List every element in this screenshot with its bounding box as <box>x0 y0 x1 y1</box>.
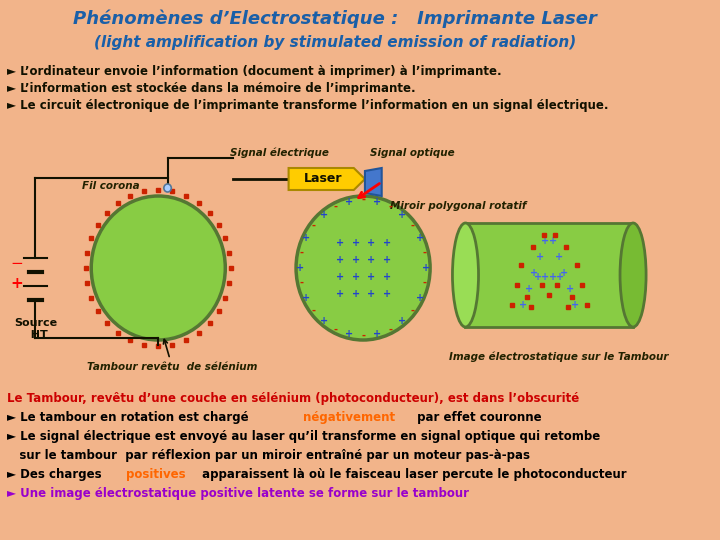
Text: +: + <box>557 272 564 282</box>
Text: +: + <box>367 272 376 282</box>
Text: +: + <box>423 263 431 273</box>
Text: ► Le tambour en rotation est chargé: ► Le tambour en rotation est chargé <box>7 411 253 424</box>
Text: -: - <box>423 248 427 258</box>
Text: +: + <box>566 284 574 294</box>
Text: Image électrostatique sur le Tambour: Image électrostatique sur le Tambour <box>449 352 668 362</box>
Text: -: - <box>410 306 415 315</box>
Text: +: + <box>383 238 392 248</box>
Text: +: + <box>416 233 424 244</box>
Text: ► L’ordinateur envoie l’information (document à imprimer) à l’imprimante.: ► L’ordinateur envoie l’information (doc… <box>7 65 502 78</box>
Text: +: + <box>345 329 353 339</box>
Text: +: + <box>383 289 392 299</box>
Circle shape <box>296 196 430 340</box>
Text: Tambour revêtu  de sélénium: Tambour revêtu de sélénium <box>87 340 258 372</box>
Text: +: + <box>549 272 557 282</box>
Text: +: + <box>549 236 557 246</box>
Text: +: + <box>367 289 376 299</box>
Text: +: + <box>525 284 533 294</box>
Text: -: - <box>312 221 315 231</box>
Ellipse shape <box>452 223 479 327</box>
Text: ► Une image électrostatique positive latente se forme sur le tambour: ► Une image électrostatique positive lat… <box>7 487 469 500</box>
Text: +: + <box>10 275 23 291</box>
Text: +: + <box>345 197 353 207</box>
Polygon shape <box>365 168 382 196</box>
Text: sur le tambour  par réflexion par un miroir entraîné par un moteur pas-à-pas: sur le tambour par réflexion par un miro… <box>7 449 531 462</box>
Text: Fil corona: Fil corona <box>82 181 140 191</box>
Text: -: - <box>361 195 365 205</box>
Text: +: + <box>351 255 360 265</box>
Text: +: + <box>351 238 360 248</box>
Text: +: + <box>554 252 562 262</box>
Text: +: + <box>336 255 344 265</box>
Text: -: - <box>423 278 427 288</box>
Text: +: + <box>351 272 360 282</box>
Text: +: + <box>320 210 328 220</box>
Ellipse shape <box>620 223 646 327</box>
Text: +: + <box>302 293 310 302</box>
Text: +: + <box>398 210 407 220</box>
Text: -: - <box>361 331 365 341</box>
Text: ► Des charges: ► Des charges <box>7 468 106 481</box>
Text: ► L’information est stockée dans la mémoire de l’imprimante.: ► L’information est stockée dans la mémo… <box>7 82 416 95</box>
Text: +: + <box>351 289 360 299</box>
Text: +: + <box>320 316 328 326</box>
Text: par effet couronne: par effet couronne <box>413 411 542 424</box>
Text: +: + <box>336 238 344 248</box>
Text: Signal électrique: Signal électrique <box>230 147 329 158</box>
Text: +: + <box>560 268 568 278</box>
Text: +: + <box>336 272 344 282</box>
Text: +: + <box>296 263 304 273</box>
Text: Source
  HT: Source HT <box>14 318 57 340</box>
Text: -: - <box>300 248 303 258</box>
Text: −: − <box>10 255 23 271</box>
Text: -: - <box>312 306 315 315</box>
Text: -: - <box>389 324 392 334</box>
Text: +: + <box>367 238 376 248</box>
Polygon shape <box>289 168 365 190</box>
Text: Laser: Laser <box>304 172 342 186</box>
Text: +: + <box>541 272 549 282</box>
Circle shape <box>91 196 225 340</box>
Text: +: + <box>541 236 549 246</box>
Text: +: + <box>519 300 527 310</box>
Text: +: + <box>373 329 381 339</box>
Text: +: + <box>416 293 424 302</box>
Text: +: + <box>534 272 542 282</box>
Text: (light amplification by stimulated emission of radiation): (light amplification by stimulated emiss… <box>94 35 576 50</box>
Text: ► Le signal électrique est envoyé au laser qu’il transforme en signal optique qu: ► Le signal électrique est envoyé au las… <box>7 430 600 443</box>
Text: +: + <box>383 255 392 265</box>
FancyBboxPatch shape <box>466 223 633 327</box>
Text: négativement: négativement <box>302 411 395 424</box>
Text: +: + <box>302 233 310 244</box>
Text: +: + <box>383 272 392 282</box>
Text: Le Tambour, revêtu d’une couche en sélénium (photoconducteur), est dans l’obscur: Le Tambour, revêtu d’une couche en sélén… <box>7 392 580 405</box>
Text: +: + <box>398 316 407 326</box>
Text: -: - <box>333 324 338 334</box>
Text: +: + <box>373 197 381 207</box>
Text: Phénomènes d’Electrostatique :   Imprimante Laser: Phénomènes d’Electrostatique : Imprimant… <box>73 10 597 29</box>
Text: -: - <box>333 202 338 212</box>
Circle shape <box>164 184 171 192</box>
Text: -: - <box>410 221 415 231</box>
Text: positives: positives <box>126 468 186 481</box>
Text: ► Le circuit électronique de l’imprimante transforme l’information en un signal : ► Le circuit électronique de l’imprimant… <box>7 99 609 112</box>
Text: Miroir polygonal rotatif: Miroir polygonal rotatif <box>390 201 526 211</box>
Text: +: + <box>336 289 344 299</box>
Text: +: + <box>367 255 376 265</box>
Text: Signal optique: Signal optique <box>370 148 455 158</box>
Text: +: + <box>536 252 544 262</box>
Text: -: - <box>300 278 303 288</box>
Text: apparaissent là où le faisceau laser percute le photoconducteur: apparaissent là où le faisceau laser per… <box>198 468 626 481</box>
Text: +: + <box>571 300 580 310</box>
Text: +: + <box>531 268 539 278</box>
Text: -: - <box>389 202 392 212</box>
